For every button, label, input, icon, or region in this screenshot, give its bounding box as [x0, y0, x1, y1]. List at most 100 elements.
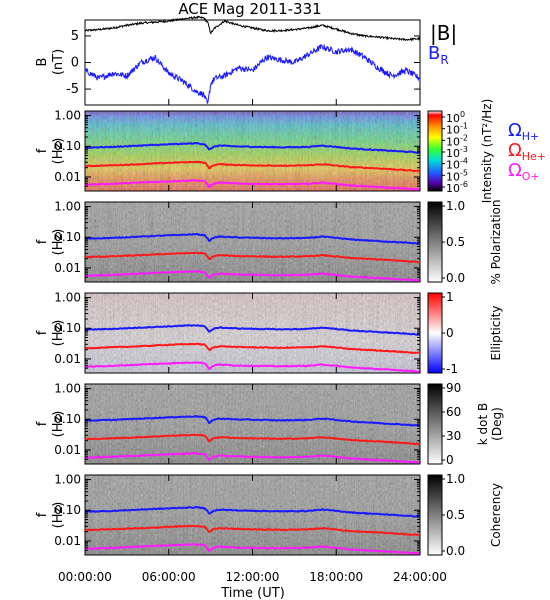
legend-gyro-sub: O+	[522, 170, 540, 183]
o-gyro-line	[84, 543, 421, 555]
colorbar-tick-label: 1	[446, 290, 454, 304]
panel-intensity: 1.000.100.01f (Hz)10010-110-210-310-410-5…	[35, 99, 494, 204]
total-b-line	[84, 15, 421, 42]
colorbar-tick-label: 60	[446, 405, 461, 419]
time-tick-labels: 00:00:00 06:00:00 12:00:00 18:00:00 24:00:00	[58, 570, 447, 584]
spectrogram-streaks	[85, 111, 420, 191]
freq-ylabel-top: f	[35, 421, 50, 426]
panel-coherency: 1.00 0.10 0.01 f (Hz) 1.0 0.5 0.0 Coherency	[35, 472, 503, 558]
colorbar-tick-label: 1.0	[446, 472, 465, 486]
colorbar-tick-label: 0	[446, 326, 454, 340]
colorbar-tick-base: 10	[446, 170, 460, 183]
colorbar-label: Intensity (nT²/Hz)	[480, 99, 494, 204]
freq-ylabel-top: f	[35, 239, 50, 244]
legend-gyro-symbol: Ω	[508, 120, 522, 141]
time-tick-label: 00:00:00	[58, 570, 112, 584]
b-field-y-tick-label: 5	[71, 29, 79, 44]
h-gyro-line	[84, 324, 421, 336]
legend-radial-b-sub: R	[440, 53, 448, 67]
he-gyro-line	[84, 251, 421, 264]
freq-tick-label: 0.01	[54, 352, 81, 366]
colorbar-tick-label: 90	[446, 381, 461, 395]
colorbar-tick-base: 10	[446, 182, 460, 195]
colorbar-tick-label: 0.0	[446, 271, 465, 285]
time-tick-label: 18:00:00	[309, 570, 363, 584]
colorbar-tick-label: -1	[446, 362, 458, 376]
colorbar-tick-label: 10-6	[446, 180, 468, 195]
freq-tick-label: 0.10	[54, 139, 81, 153]
colorbar-ellipticity	[427, 292, 443, 374]
colorbar-coherency	[427, 474, 443, 556]
time-tick-label: 24:00:00	[393, 570, 447, 584]
legend-total-b: |B|	[430, 21, 457, 45]
colorbar-tick-exp: -6	[460, 180, 468, 189]
legend-gyro-o: ΩO+	[508, 160, 540, 183]
colorbar-tick-base: 10	[446, 124, 460, 137]
legend-radial-b-main: B	[428, 43, 440, 64]
time-axis-label: Time (UT)	[220, 586, 285, 600]
spectrogram-streaks	[85, 293, 420, 373]
legend-radial-b: BR	[428, 43, 449, 67]
colorbar-tick-label: 1.0	[446, 199, 465, 213]
freq-ylabel-bottom: (Hz)	[51, 229, 66, 256]
spectrogram-streaks	[85, 384, 420, 464]
colorbar-tick-label: 0.0	[446, 544, 465, 558]
colorbar-tick-label: 10-1	[446, 122, 468, 137]
freq-ylabel-top: f	[35, 512, 50, 517]
o-gyro-line	[84, 270, 421, 282]
freq-ylabel-top: f	[35, 330, 50, 335]
colorbar-tick-exp: -4	[460, 157, 468, 166]
o-gyro-line	[84, 361, 421, 373]
legend-gyro-h: ΩH+	[508, 120, 539, 143]
radial-b-line	[84, 44, 421, 105]
freq-tick-label: 0.01	[54, 534, 81, 548]
freq-ylabel-bottom: (Hz)	[51, 502, 66, 529]
freq-tick-label: 1.00	[54, 199, 81, 213]
he-gyro-line	[84, 524, 421, 537]
colorbar-tick-label: 0	[446, 453, 454, 467]
gyrofrequency-legend: ΩH+ΩHe+ΩO+	[508, 120, 546, 183]
h-gyro-line	[84, 414, 421, 427]
colorbar-tick-label: 10-5	[446, 168, 468, 183]
h-gyro-line	[84, 505, 421, 518]
b-field-y-ticks: 5 0 -5	[66, 29, 420, 97]
colorbar-tick-exp: -2	[460, 133, 468, 142]
b-field-panel: 50-5 B (nT) |B| BR	[35, 15, 457, 106]
panel-ellipticity: 1.00 0.10 0.01 f (Hz) 1 0 -1 Ellipticity	[35, 290, 503, 376]
colorbar-label: Ellipticity	[489, 306, 503, 361]
time-tick-label: 12:00:00	[226, 570, 280, 584]
b-field-series	[84, 15, 421, 105]
freq-tick-label: 0.01	[54, 170, 81, 184]
colorbar-tick-base: 10	[446, 147, 460, 160]
freq-tick-label: 1.00	[54, 381, 81, 395]
colorbar-label: Coherency	[489, 483, 503, 547]
freq-tick-label: 0.01	[54, 261, 81, 275]
colorbar-tick-exp: -5	[460, 168, 468, 177]
legend-gyro-sub: H+	[522, 130, 540, 143]
he-gyro-line	[84, 433, 421, 446]
freq-tick-label: 0.10	[54, 503, 81, 517]
colorbar-polarization	[427, 201, 443, 283]
freq-tick-label: 0.10	[54, 321, 81, 335]
panel-polarization: 1.00 0.10 0.01 f (Hz) 1.0 0.5 0.0 % Polarization	[35, 199, 503, 285]
freq-tick-label: 0.01	[54, 443, 81, 457]
colorbar-tick-label: 100	[446, 110, 465, 125]
freq-ylabel-bottom: (Hz)	[51, 320, 66, 347]
freq-tick-label: 0.10	[54, 230, 81, 244]
freq-tick-label: 0.10	[54, 412, 81, 426]
colorbar-tick-label: 10-3	[446, 145, 468, 160]
colorbar-tick-label: 0.5	[446, 508, 465, 522]
time-tick-label: 06:00:00	[142, 570, 196, 584]
spectrogram-streaks	[85, 202, 420, 282]
colorbar-label: % Polarization	[489, 200, 503, 285]
spectrogram-streaks	[85, 475, 420, 555]
freq-ylabel-top: f	[35, 148, 50, 153]
colorbar-label-top: k dot B	[476, 403, 490, 445]
o-gyro-line	[84, 179, 420, 191]
figure-title: ACE Mag 2011-331	[178, 0, 321, 18]
colorbar-tick-base: 10	[446, 112, 460, 125]
o-gyro-line	[84, 451, 421, 464]
he-gyro-line	[84, 342, 421, 355]
h-gyro-line	[84, 141, 421, 154]
